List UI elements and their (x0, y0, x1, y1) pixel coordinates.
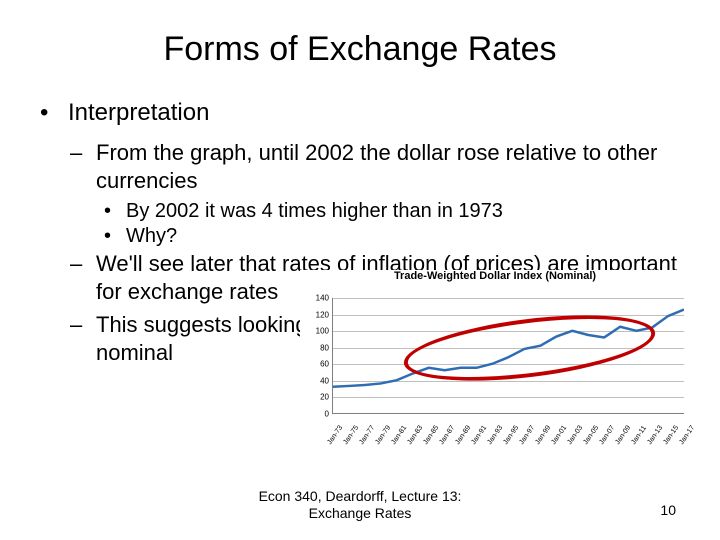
chart-x-tick-label: Jan-91 (470, 424, 488, 446)
chart-x-tick-label: Jan-73 (326, 424, 344, 446)
bullet-dot-small: • (104, 200, 126, 223)
chart-x-tick-label: Jan-81 (390, 424, 408, 446)
chart-x-tick-label: Jan-97 (518, 424, 536, 446)
chart-x-labels: Jan-73Jan-75Jan-77Jan-79Jan-81Jan-83Jan-… (332, 414, 684, 450)
bullet-dot-small: • (104, 225, 126, 248)
bullet-l2-graph-dollar: – From the graph, until 2002 the dollar … (70, 139, 680, 194)
chart-y-tick-label: 40 (309, 376, 329, 385)
chart-x-tick-label: Jan-99 (534, 424, 552, 446)
bullet-l1-interpretation: • Interpretation (40, 99, 680, 127)
chart-x-tick-label: Jan-15 (662, 424, 680, 446)
chart-x-tick-label: Jan-75 (342, 424, 360, 446)
bullet-dash: – (70, 139, 96, 167)
slide: Forms of Exchange Rates • Interpretation… (0, 0, 720, 540)
footer-line2: Exchange Rates (309, 505, 412, 521)
chart-y-tick-label: 60 (309, 360, 329, 369)
bullet-l3-text: By 2002 it was 4 times higher than in 19… (126, 200, 503, 223)
chart-x-tick-label: Jan-09 (614, 424, 632, 446)
chart-x-tick-label: Jan-11 (630, 425, 648, 446)
chart-y-tick-label: 100 (309, 327, 329, 336)
slide-title: Forms of Exchange Rates (40, 30, 680, 69)
chart-container: Trade-Weighted Dollar Index (Nominal) 02… (300, 270, 690, 450)
chart-x-tick-label: Jan-89 (454, 424, 472, 446)
chart-y-tick-label: 120 (309, 310, 329, 319)
bullet-dot: • (40, 99, 68, 127)
page-number: 10 (660, 502, 676, 518)
bullet-dash: – (70, 250, 96, 278)
chart-x-tick-label: Jan-85 (422, 424, 440, 446)
bullet-l3-4x: • By 2002 it was 4 times higher than in … (104, 200, 680, 223)
chart-x-tick-label: Jan-95 (502, 424, 520, 446)
chart-x-tick-label: Jan-05 (582, 424, 600, 446)
footer-line1: Econ 340, Deardorff, Lecture 13: (259, 488, 462, 504)
bullet-dash: – (70, 311, 96, 339)
chart-x-tick-label: Jan-79 (374, 424, 392, 446)
chart-x-tick-label: Jan-77 (358, 424, 376, 446)
chart-x-tick-label: Jan-01 (550, 424, 568, 446)
chart-title: Trade-Weighted Dollar Index (Nominal) (300, 270, 690, 282)
bullet-l2-text: From the graph, until 2002 the dollar ro… (96, 139, 680, 194)
chart-x-tick-label: Jan-13 (646, 424, 664, 446)
bullet-l3-why: • Why? (104, 225, 680, 248)
chart-plot-area: 020406080100120140 (332, 298, 684, 414)
chart-x-tick-label: Jan-17 (678, 424, 696, 446)
chart-y-tick-label: 20 (309, 393, 329, 402)
chart-x-tick-label: Jan-03 (566, 424, 584, 446)
slide-footer: Econ 340, Deardorff, Lecture 13: Exchang… (0, 488, 720, 522)
chart-x-tick-label: Jan-07 (598, 424, 616, 446)
chart-y-tick-label: 0 (309, 410, 329, 419)
chart-y-tick-label: 140 (309, 294, 329, 303)
bullet-l1-text: Interpretation (68, 99, 209, 127)
chart-y-tick-label: 80 (309, 343, 329, 352)
bullet-l3-text: Why? (126, 225, 177, 248)
chart-x-tick-label: Jan-83 (406, 424, 424, 446)
chart-x-tick-label: Jan-93 (486, 424, 504, 446)
chart-x-tick-label: Jan-87 (438, 424, 456, 446)
